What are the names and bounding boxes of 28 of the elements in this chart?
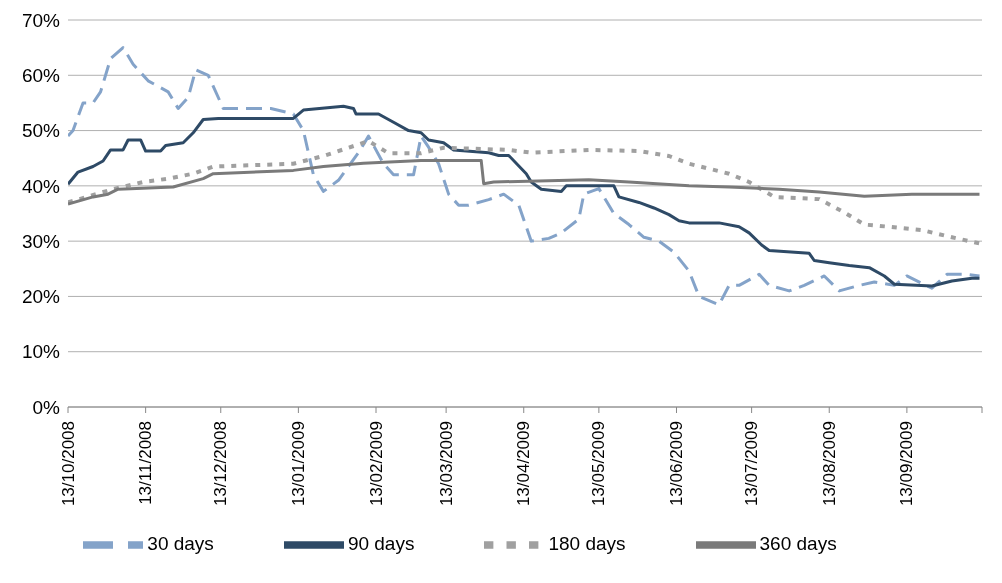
y-tick-label: 70%: [21, 9, 61, 31]
y-tick-label: 30%: [21, 230, 61, 252]
x-tick-label: 13/06/2009: [667, 421, 686, 507]
y-tick-label: 50%: [21, 120, 61, 142]
x-tick-label: 13/10/2008: [58, 421, 78, 507]
y-tick-label: 40%: [21, 175, 61, 197]
y-tick-label: 20%: [21, 286, 61, 308]
line-series: [68, 46, 981, 307]
x-tick-label: 13/04/2009: [514, 421, 534, 507]
line-series: [68, 158, 981, 206]
x-tick-label: 13/08/2009: [819, 421, 839, 507]
legend-label: 30 days: [147, 533, 214, 555]
x-tick-label: 13/03/2009: [436, 421, 456, 507]
x-tick-label: 13/09/2009: [897, 421, 917, 507]
x-tick-label: 13/07/2009: [742, 421, 762, 507]
x-tick-label: 13/11/2008: [136, 421, 156, 505]
x-tick-label: 13/12/2008: [211, 421, 231, 507]
y-tick-label: 10%: [21, 341, 61, 363]
x-tick-label: 13/01/2009: [288, 421, 308, 507]
line-series: [68, 104, 981, 288]
legend-label: 90 days: [347, 533, 415, 555]
legend-label: 360 days: [759, 533, 837, 555]
line-series: [68, 139, 982, 246]
y-tick-label: 0%: [32, 396, 61, 418]
y-tick-label: 60%: [21, 65, 61, 87]
x-tick-label: 13/05/2009: [589, 421, 609, 507]
x-tick-label: 13/02/2009: [366, 421, 386, 507]
legend-label: 180 days: [548, 533, 626, 555]
